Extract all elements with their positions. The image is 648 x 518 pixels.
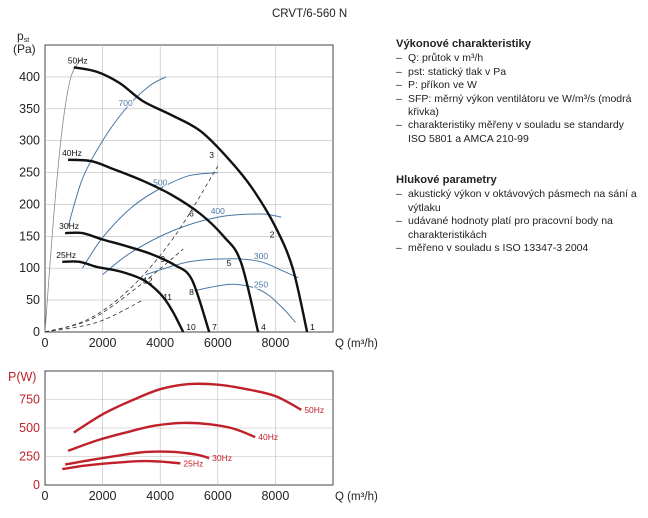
- performance-block: Výkonové charakteristiky Q: průtok v m³/…: [396, 38, 644, 146]
- y-tick-label: 350: [19, 102, 40, 116]
- x-axis-label: Q (m³/h): [335, 338, 378, 350]
- sfp-curve: [82, 172, 218, 269]
- power-curve: [64, 450, 210, 466]
- list-item: akustický výkon v oktávových pásmech na …: [396, 188, 644, 215]
- point-marker-label: 7: [212, 322, 217, 332]
- x-tick-label: 2000: [89, 336, 117, 350]
- x-tick-label: 0: [42, 336, 49, 350]
- x-tick-label: 4000: [146, 489, 174, 503]
- power-curve: [67, 421, 256, 452]
- point-marker-label: 11: [163, 292, 172, 302]
- y-axis-label: P(W): [8, 370, 36, 384]
- x-tick-label: 0: [42, 489, 49, 503]
- y-axis-unit: (Pa): [13, 42, 36, 56]
- noise-list: akustický výkon v oktávových pásmech na …: [396, 188, 644, 255]
- point-marker-label: 8: [189, 287, 194, 297]
- fan-curve: [65, 231, 211, 333]
- x-axis-label: Q (m³/h): [335, 491, 378, 503]
- performance-title: Výkonové charakteristiky: [396, 38, 531, 50]
- y-tick-label: 400: [19, 70, 40, 84]
- list-item: měřeno v souladu s ISO 13347-3 2004: [396, 242, 644, 256]
- sfp-label: 250: [254, 280, 268, 290]
- point-marker-label: 1: [310, 322, 315, 332]
- x-tick-label: 6000: [204, 336, 232, 350]
- y-tick-label: 50: [26, 293, 40, 307]
- point-marker-label: 5: [227, 258, 232, 268]
- list-item: Q: průtok v m³/h: [396, 52, 644, 66]
- series-label: 30Hz: [59, 221, 79, 231]
- point-marker-label: 4: [261, 322, 266, 332]
- series-label: 25Hz: [183, 458, 203, 468]
- point-marker-label: 6: [189, 208, 194, 218]
- y-tick-label: 0: [33, 478, 40, 492]
- pressure-chart: 0 2000 4000 6000 8000 0 50 100 150 200 250 300 350 40…: [13, 29, 378, 350]
- noise-title: Hlukové parametry: [396, 174, 497, 186]
- series-label: 25Hz: [56, 250, 76, 260]
- system-curve: [44, 299, 144, 333]
- fan-curve: [73, 66, 309, 333]
- noise-block: Hlukové parametry akustický výkon v oktá…: [396, 174, 644, 256]
- y-tick-label: 250: [19, 450, 40, 464]
- series-label: 40Hz: [258, 432, 278, 442]
- y-tick-label: 500: [19, 421, 40, 435]
- sfp-curve: [102, 213, 282, 275]
- series-label: 40Hz: [62, 148, 82, 158]
- x-tick-label: 2000: [89, 489, 117, 503]
- sfp-label: 300: [254, 251, 268, 261]
- y-tick-label: 750: [19, 393, 40, 407]
- list-item: P: příkon ve W: [396, 79, 644, 93]
- sfp-label: 400: [211, 206, 225, 216]
- y-tick-label: 300: [19, 134, 40, 148]
- point-marker-label: 10: [186, 322, 196, 332]
- y-tick-label: 100: [19, 261, 40, 275]
- fan-curve: [62, 260, 185, 333]
- power-curve: [73, 382, 302, 434]
- x-tick-label: 6000: [204, 489, 232, 503]
- sfp-label: 700: [119, 98, 133, 108]
- y-tick-label: 150: [19, 229, 40, 243]
- envelope-curve: [44, 57, 83, 333]
- fan-curve: [67, 158, 260, 333]
- power-curve: [62, 459, 181, 471]
- y-tick-label: 200: [19, 197, 40, 211]
- x-tick-label: 4000: [146, 336, 174, 350]
- series-label: 30Hz: [212, 453, 232, 463]
- sfp-curve: [194, 283, 296, 323]
- sfp-curve: [145, 258, 299, 279]
- point-marker-label: 9: [160, 254, 165, 264]
- y-tick-label: 0: [33, 325, 40, 339]
- point-marker-label: 12: [143, 275, 153, 285]
- power-chart: 0 2000 4000 6000 8000 0 250 500 750 Q (m³/h) P(W) 5…: [8, 370, 378, 503]
- list-item: SFP: měrný výkon ventilátoru ve W/m³/s (…: [396, 93, 644, 120]
- list-item: udávané hodnoty platí pro pracovní body …: [396, 215, 644, 242]
- x-tick-label: 8000: [261, 336, 289, 350]
- series-label: 50Hz: [304, 405, 324, 415]
- list-item: charakteristiky měřeny v souladu se stan…: [396, 119, 644, 146]
- plot-frame: [44, 44, 334, 333]
- sfp-curve: [67, 76, 167, 227]
- performance-list: Q: průtok v m³/h pst: statický tlak v Pa…: [396, 52, 644, 146]
- series-label: 50Hz: [68, 55, 88, 65]
- point-marker-label: 2: [270, 230, 275, 240]
- point-marker-label: 3: [209, 150, 214, 160]
- list-item: pst: statický tlak v Pa: [396, 66, 644, 80]
- x-tick-label: 8000: [261, 489, 289, 503]
- model-title: CRVT/6-560 N: [272, 8, 348, 20]
- y-tick-label: 250: [19, 166, 40, 180]
